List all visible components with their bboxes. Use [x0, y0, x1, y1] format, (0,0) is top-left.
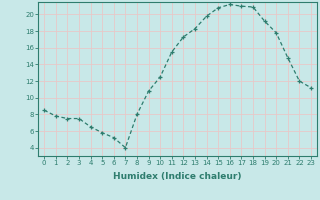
X-axis label: Humidex (Indice chaleur): Humidex (Indice chaleur)	[113, 172, 242, 181]
